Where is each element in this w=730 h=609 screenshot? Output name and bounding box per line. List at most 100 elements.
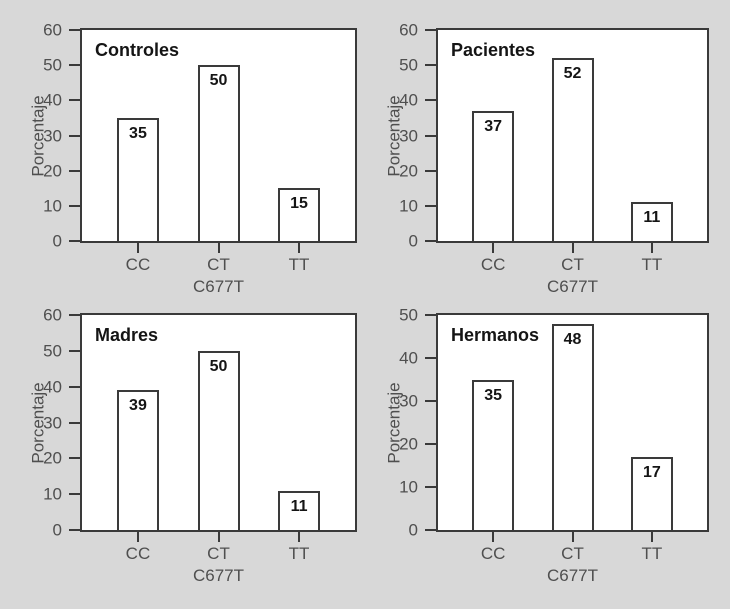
y-axis-tick-label: 10 xyxy=(43,196,62,216)
y-axis-tick-label: 0 xyxy=(408,520,418,540)
y-axis-tick-label: 30 xyxy=(43,413,62,432)
y-axis-tick-label: 0 xyxy=(52,231,62,251)
y-axis-tick xyxy=(425,443,436,445)
x-axis-tick xyxy=(217,243,220,253)
y-axis-tick xyxy=(425,357,436,359)
bar-value-label: 11 xyxy=(643,209,661,227)
x-axis-tick xyxy=(136,243,139,253)
bar-value-label: 50 xyxy=(209,72,228,90)
y-axis-tick xyxy=(69,169,80,172)
bar-value-label: 48 xyxy=(563,330,582,348)
bar-tt: 11 xyxy=(630,202,673,241)
bar-ct: 48 xyxy=(551,323,594,530)
y-axis-tick xyxy=(69,421,80,424)
y-axis-tick xyxy=(425,400,436,402)
x-axis-tick-label: TT xyxy=(641,544,663,563)
y-axis-tick xyxy=(425,529,436,531)
y-axis-tick-label: 30 xyxy=(399,126,418,145)
chart-madres: Madres 0 10 20 30 40 50 60 39 CC 50 CT 11 TT C677T Porc… xyxy=(29,307,357,584)
y-axis-tick xyxy=(425,314,436,316)
y-axis-tick-label: 0 xyxy=(52,520,62,540)
chart-title: Madres xyxy=(95,325,159,345)
x-axis-tick-label: CC xyxy=(480,255,506,274)
x-axis-label: C677T xyxy=(546,277,599,296)
chart-controles: Controles 0 10 20 30 40 50 60 35 CC 50 CT 15 TT C677T P… xyxy=(29,22,357,295)
y-axis-tick-label: 10 xyxy=(399,477,418,497)
bar-value-label: 15 xyxy=(290,195,308,213)
chart-title: Hermanos xyxy=(451,325,540,345)
y-axis-tick xyxy=(69,493,80,496)
y-axis-tick xyxy=(425,134,436,137)
chart-title: Pacientes xyxy=(451,40,536,60)
y-axis-tick xyxy=(69,64,80,67)
x-axis-tick xyxy=(492,532,495,542)
x-axis-tick-label: CC xyxy=(480,544,506,563)
x-axis-tick-label: CT xyxy=(207,255,230,274)
y-axis-tick-label: 40 xyxy=(399,90,418,110)
y-axis-tick xyxy=(425,204,436,207)
x-axis-tick xyxy=(571,243,574,253)
y-axis-tick-label: 0 xyxy=(408,231,418,251)
x-axis-tick-label: TT xyxy=(641,255,663,274)
y-axis-tick-label: 20 xyxy=(399,434,418,454)
y-axis-tick-label: 50 xyxy=(399,55,418,75)
bar-value-label: 35 xyxy=(129,124,147,142)
x-axis-tick xyxy=(650,532,653,542)
x-axis-label: C677T xyxy=(192,277,245,296)
bar-tt: 11 xyxy=(278,490,321,530)
y-axis-tick xyxy=(69,349,80,352)
bar-value-label: 11 xyxy=(290,497,308,515)
y-axis-tick-label: 40 xyxy=(43,377,62,397)
y-axis-tick xyxy=(69,385,80,388)
y-axis-tick-label: 10 xyxy=(43,484,62,504)
chart-hermanos: Hermanos 0 10 20 30 40 50 35 CC 48 CT 17 TT C677T Porc… xyxy=(385,307,709,584)
y-axis-label: Porcentaje xyxy=(28,381,48,464)
y-axis-tick-label: 30 xyxy=(43,126,62,145)
x-axis-tick xyxy=(492,243,495,253)
y-axis-tick-label: 50 xyxy=(43,341,62,361)
chart-pacientes: Pacientes 0 10 20 30 40 50 60 37 CC 52 CT 11 TT C677T P… xyxy=(385,22,709,295)
bar-value-label: 50 xyxy=(209,357,228,375)
y-axis-tick xyxy=(69,134,80,137)
y-axis-tick-label: 40 xyxy=(399,348,418,368)
bar-tt: 15 xyxy=(278,188,321,241)
bar-value-label: 17 xyxy=(642,463,661,481)
x-axis-tick-label: TT xyxy=(288,255,310,274)
y-axis-tick-label: 10 xyxy=(399,196,418,216)
y-axis-tick xyxy=(69,204,80,207)
x-axis-tick-label: CC xyxy=(125,255,151,274)
y-axis-tick xyxy=(425,240,436,242)
bar-cc: 35 xyxy=(472,379,515,530)
y-axis-tick-label: 20 xyxy=(43,161,62,181)
x-axis-tick-label: TT xyxy=(288,544,310,563)
bar-ct: 50 xyxy=(197,65,240,241)
x-axis-tick xyxy=(136,532,139,542)
x-axis-tick-label: CT xyxy=(561,544,584,563)
y-axis-tick-label: 20 xyxy=(43,448,62,468)
y-axis-tick xyxy=(425,64,436,67)
x-axis-tick-label: CC xyxy=(125,544,151,563)
y-axis-label: Porcentaje xyxy=(384,94,404,177)
y-axis-tick xyxy=(69,99,80,102)
x-axis-label: C677T xyxy=(546,566,599,585)
y-axis-tick xyxy=(425,486,436,488)
y-axis-tick xyxy=(425,99,436,102)
y-axis-tick-label: 40 xyxy=(43,90,62,110)
y-axis-tick-label: 60 xyxy=(399,20,418,40)
y-axis-tick xyxy=(69,314,80,316)
x-axis-tick xyxy=(298,532,301,542)
y-axis-tick xyxy=(69,29,80,31)
bar-ct: 50 xyxy=(197,350,240,530)
y-axis-tick xyxy=(425,29,436,31)
y-axis-label: Porcentaje xyxy=(384,381,404,464)
x-axis-tick xyxy=(298,243,301,253)
y-axis-tick-label: 50 xyxy=(399,305,418,325)
bar-value-label: 52 xyxy=(563,65,582,83)
bar-cc: 39 xyxy=(116,390,159,530)
y-axis-tick-label: 50 xyxy=(43,55,62,75)
y-axis-tick xyxy=(69,529,80,531)
bar-value-label: 35 xyxy=(484,386,503,404)
y-axis-tick-label: 60 xyxy=(43,305,62,325)
y-axis-label: Porcentaje xyxy=(28,94,48,177)
